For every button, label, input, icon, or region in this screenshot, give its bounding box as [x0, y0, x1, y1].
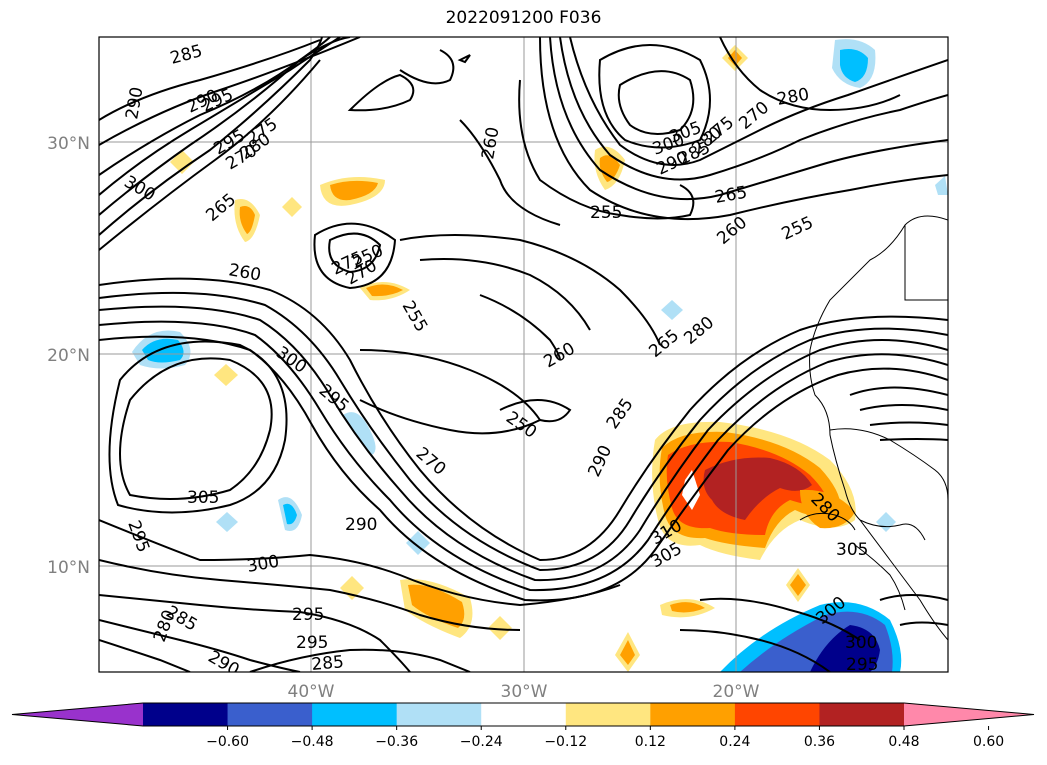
colorbar-tick-label: −0.48 [291, 734, 334, 750]
colorbar-segment [227, 703, 313, 726]
contour-label: 305 [836, 540, 868, 560]
colorbar-tick-label: −0.36 [375, 734, 418, 750]
lat-label-30n: 30°N [47, 134, 90, 154]
contour-label: 295 [292, 605, 324, 625]
colorbar-segment [143, 703, 229, 726]
colorbar-extend-low [12, 703, 143, 726]
colorbar-segment [819, 703, 905, 726]
contour-label: 285 [311, 652, 345, 675]
colorbar-tick-label: 0.36 [804, 734, 835, 750]
coastline [799, 215, 948, 641]
contour-label: 300 [845, 633, 877, 653]
isentropic-contours [99, 37, 948, 672]
colorbar-extend-high [904, 703, 1034, 726]
colorbar-tick-label: 0.48 [888, 734, 919, 750]
colorbar-tick-label: −0.60 [206, 734, 249, 750]
colorbar-segment [312, 703, 398, 726]
colorbar-segment [734, 703, 820, 726]
lat-label-20n: 20°N [47, 346, 90, 366]
colorbar-segment [481, 703, 567, 726]
colorbar-segment [565, 703, 651, 726]
contour-label: 295 [296, 633, 328, 653]
colorbar-segment [396, 703, 482, 726]
colorbar: −0.60 −0.48 −0.36 −0.24 −0.12 0.12 0.24 0.36 0.4… [11, 702, 1035, 750]
colorbar-tick-label: −0.12 [544, 734, 587, 750]
map-frame [98, 36, 949, 673]
lat-label-10n: 10°N [47, 558, 90, 578]
shaded-anomaly-field [132, 39, 948, 672]
colorbar-tick-label: −0.24 [460, 734, 503, 750]
colorbar-tick-label: 0.24 [719, 734, 750, 750]
lon-label-30w: 30°W [501, 682, 548, 702]
colorbar-tick-label: 0.60 [973, 734, 1004, 750]
latitude-labels: 30°N 20°N 10°N [47, 134, 90, 578]
longitude-labels: 40°W 30°W 20°W [288, 682, 760, 702]
lon-label-20w: 20°W [713, 682, 760, 702]
map-title: 2022091200 F036 [445, 8, 602, 28]
contour-label: 255 [590, 203, 622, 223]
colorbar-tick-label: 0.12 [635, 734, 666, 750]
contour-label: 305 [187, 488, 219, 508]
contour-label: 290 [345, 515, 377, 535]
colorbar-segment [650, 703, 736, 726]
lon-label-40w: 40°W [288, 682, 335, 702]
contour-label: 295 [846, 655, 878, 675]
map-panel: 285 290 295 290 295 270 275 280 300 265 … [99, 37, 948, 675]
